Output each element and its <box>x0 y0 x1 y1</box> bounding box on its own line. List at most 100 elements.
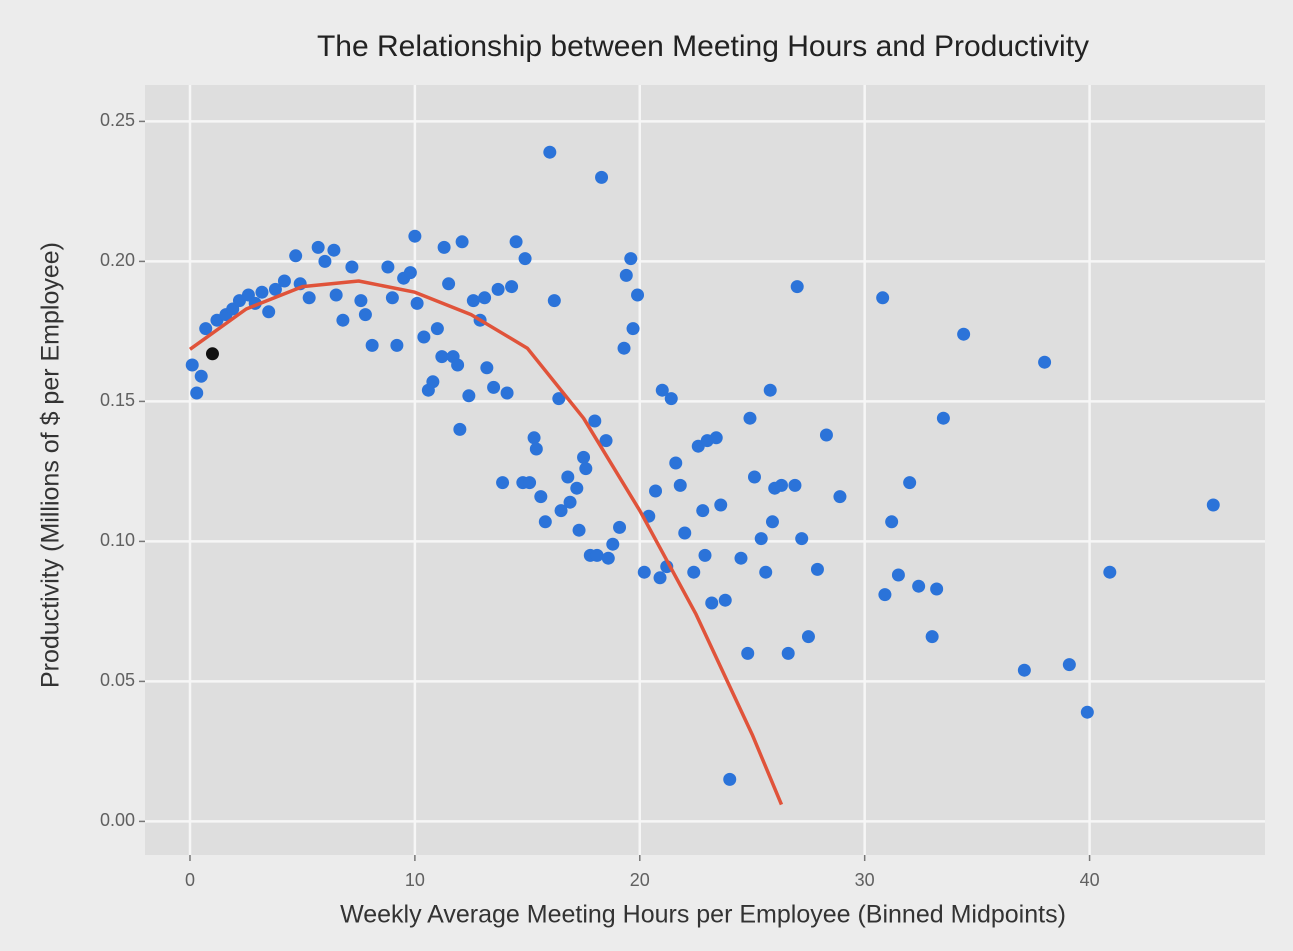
point <box>543 145 557 159</box>
point <box>478 291 492 305</box>
point <box>930 582 944 596</box>
point <box>595 170 609 184</box>
point <box>1017 663 1031 677</box>
point <box>572 523 586 537</box>
point <box>577 450 591 464</box>
point <box>709 431 723 445</box>
point <box>417 330 431 344</box>
point <box>774 478 788 492</box>
y-tick-label: 0.05 <box>100 670 135 690</box>
point <box>912 579 926 593</box>
point <box>365 338 379 352</box>
point <box>529 442 543 456</box>
point <box>673 478 687 492</box>
point <box>925 630 939 644</box>
point <box>426 375 440 389</box>
point <box>311 240 325 254</box>
point <box>649 484 663 498</box>
point <box>678 526 692 540</box>
point <box>876 291 890 305</box>
point <box>613 520 627 534</box>
point <box>262 305 276 319</box>
point <box>345 260 359 274</box>
point <box>205 347 219 361</box>
point <box>487 380 501 394</box>
point <box>408 229 422 243</box>
point <box>957 327 971 341</box>
point <box>318 254 332 268</box>
point <box>747 470 761 484</box>
point <box>255 285 269 299</box>
point <box>538 515 552 529</box>
point <box>1080 705 1094 719</box>
point <box>655 383 669 397</box>
point <box>1062 658 1076 672</box>
point <box>631 288 645 302</box>
point <box>723 772 737 786</box>
point <box>185 358 199 372</box>
point <box>480 361 494 375</box>
point <box>1038 355 1052 369</box>
x-tick-label: 10 <box>405 870 425 890</box>
point <box>619 268 633 282</box>
point <box>669 456 683 470</box>
point <box>687 565 701 579</box>
point <box>268 282 282 296</box>
point <box>718 593 732 607</box>
point <box>891 568 905 582</box>
point <box>637 565 651 579</box>
point <box>430 322 444 336</box>
point <box>462 389 476 403</box>
x-tick-label: 30 <box>855 870 875 890</box>
point <box>277 274 291 288</box>
point <box>734 551 748 565</box>
y-tick-label: 0.10 <box>100 530 135 550</box>
point <box>403 266 417 280</box>
point <box>765 515 779 529</box>
point <box>819 428 833 442</box>
point <box>381 260 395 274</box>
point <box>599 434 613 448</box>
point <box>505 280 519 294</box>
point <box>329 288 343 302</box>
point <box>466 294 480 308</box>
point <box>547 294 561 308</box>
point <box>885 515 899 529</box>
point <box>698 548 712 562</box>
point <box>534 490 548 504</box>
y-tick-label: 0.25 <box>100 110 135 130</box>
point <box>653 571 667 585</box>
point <box>302 291 316 305</box>
point <box>554 504 568 518</box>
point <box>781 646 795 660</box>
point <box>442 277 456 291</box>
point <box>496 476 510 490</box>
point <box>327 243 341 257</box>
point <box>606 537 620 551</box>
point <box>354 294 368 308</box>
point <box>714 498 728 512</box>
point <box>790 280 804 294</box>
point <box>936 411 950 425</box>
point <box>336 313 350 327</box>
y-tick-label: 0.00 <box>100 810 135 830</box>
point <box>795 532 809 546</box>
point <box>590 548 604 562</box>
point <box>754 532 768 546</box>
point <box>878 588 892 602</box>
x-axis-label: Weekly Average Meeting Hours per Employe… <box>340 901 1066 929</box>
point <box>435 350 449 364</box>
point <box>563 495 577 509</box>
point <box>741 646 755 660</box>
point <box>509 235 523 249</box>
point <box>561 470 575 484</box>
point <box>903 476 917 490</box>
point <box>358 308 372 322</box>
point <box>624 252 638 266</box>
fit-line <box>188 279 784 806</box>
point <box>626 322 640 336</box>
point <box>199 322 213 336</box>
point <box>579 462 593 476</box>
point <box>788 478 802 492</box>
